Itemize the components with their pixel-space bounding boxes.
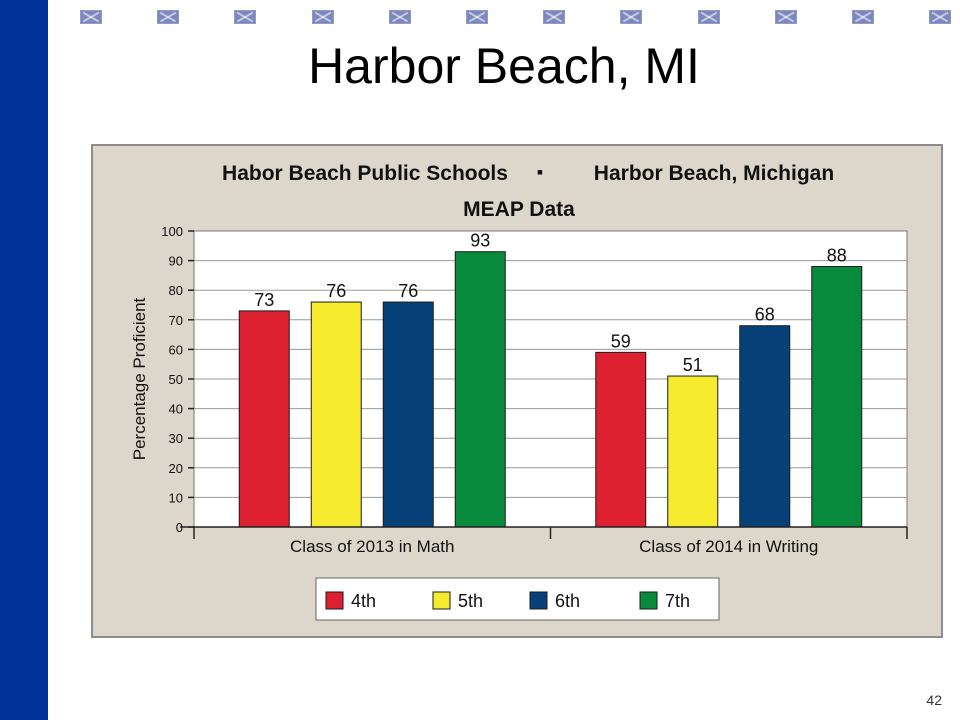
- x-category-label: Class of 2013 in Math: [290, 537, 454, 556]
- y-tick-label: 80: [169, 283, 183, 298]
- bar-4th-1: [238, 310, 290, 528]
- data-label: 59: [611, 331, 631, 351]
- y-tick-label: 60: [169, 342, 183, 357]
- decorative-square: [543, 10, 566, 24]
- decorative-square: [697, 10, 720, 24]
- chart-title: Habor Beach Public Schools: [222, 162, 508, 185]
- legend-swatch-6th: [529, 591, 548, 610]
- decorative-square: [234, 10, 257, 24]
- decorative-square: [157, 10, 180, 24]
- decorative-square: [852, 10, 874, 24]
- bar-6th-1: [382, 301, 434, 528]
- data-label: 68: [755, 305, 775, 325]
- legend-label-5th: 5th: [458, 591, 483, 611]
- decorative-square-row: [80, 10, 952, 26]
- slide-title: Harbor Beach, MI: [308, 38, 700, 94]
- x-category-label: Class of 2014 in Writing: [639, 537, 818, 556]
- bar-7th-1: [454, 251, 506, 528]
- x-axis: Class of 2013 in Math Class of 2014 in Wr…: [180, 526, 908, 556]
- legend-label-4th: 4th: [351, 591, 376, 611]
- decorative-square: [388, 10, 411, 24]
- y-tick-label: 90: [169, 254, 183, 269]
- y-tick-label: 20: [169, 461, 183, 476]
- bar-5th-2: [667, 375, 719, 528]
- page-number: 42: [926, 692, 942, 708]
- data-label: 88: [827, 246, 847, 266]
- y-tick-label: 100: [161, 224, 183, 239]
- y-tick-label: 0: [176, 520, 183, 535]
- decorative-square: [80, 10, 102, 24]
- decorative-square: [311, 10, 334, 24]
- data-label: 76: [398, 281, 418, 301]
- y-axis-label: Percentage Proficient: [130, 297, 149, 460]
- y-tick-label: 40: [169, 402, 183, 417]
- decorative-square: [774, 10, 797, 24]
- chart-panel: Habor Beach Public Schools ▪ Harbor Beac…: [91, 144, 943, 638]
- legend-label-6th: 6th: [555, 591, 580, 611]
- data-label: 76: [326, 281, 346, 301]
- value-labels: 73 76 76 93 59 51 68 88: [254, 231, 847, 375]
- legend-swatch-7th: [639, 591, 658, 610]
- chart-title-group: Habor Beach Public Schools ▪ Harbor Beac…: [222, 162, 834, 221]
- y-axis-ticks: 0 10 20 30 40 50 60 70 80 90 100: [161, 224, 194, 535]
- legend-swatch-4th: [325, 591, 344, 610]
- chart-title-location: Harbor Beach, Michigan: [594, 162, 834, 185]
- decorative-square: [466, 10, 488, 24]
- y-tick-label: 10: [169, 490, 183, 505]
- legend: 4th 5th 6th 7th: [315, 577, 720, 621]
- chart-title-separator: ▪: [537, 162, 543, 182]
- chart-subtitle: MEAP Data: [463, 198, 575, 221]
- bar-6th-2: [739, 325, 791, 528]
- legend-label-7th: 7th: [665, 591, 690, 611]
- legend-box: [315, 577, 720, 621]
- decorative-square: [620, 10, 643, 24]
- left-accent-bar: [0, 0, 48, 720]
- bar-chart: Habor Beach Public Schools ▪ Harbor Beac…: [130, 162, 908, 621]
- decorative-square: [929, 10, 952, 24]
- bars: [238, 251, 863, 528]
- y-tick-label: 30: [169, 431, 183, 446]
- y-tick-label: 50: [169, 372, 183, 387]
- bar-5th-1: [310, 301, 362, 528]
- data-label: 73: [254, 290, 274, 310]
- bar-7th-2: [811, 266, 863, 528]
- data-label: 51: [683, 355, 703, 375]
- bar-4th-2: [595, 351, 647, 528]
- data-label: 93: [470, 231, 490, 251]
- y-tick-label: 70: [169, 313, 183, 328]
- legend-swatch-5th: [432, 591, 451, 610]
